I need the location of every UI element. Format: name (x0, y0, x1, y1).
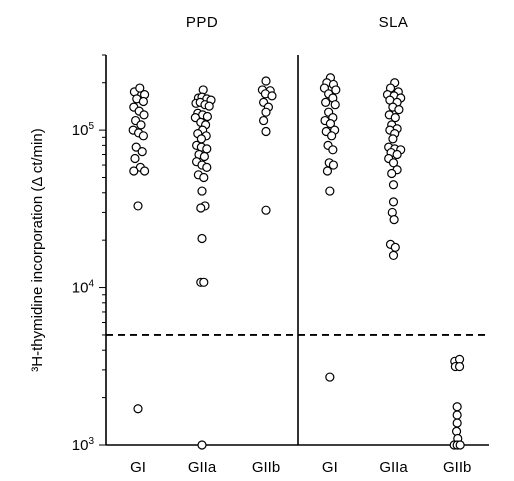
axes (105, 55, 489, 446)
data-point (390, 113, 400, 123)
data-point (196, 203, 206, 213)
data-point (327, 131, 337, 141)
data-point (138, 131, 148, 141)
category-label: GIIb (252, 459, 280, 476)
data-point (140, 166, 150, 176)
data-point (133, 404, 143, 414)
y-tick-label: 103 (72, 436, 95, 454)
y-tick-base: 10 (72, 437, 89, 454)
data-point (261, 107, 271, 117)
data-point (202, 111, 212, 122)
data-point (454, 361, 465, 372)
data-points (128, 73, 465, 450)
data-point (202, 162, 212, 172)
data-point (135, 83, 145, 93)
data-point (199, 151, 209, 162)
data-point (388, 180, 399, 190)
data-point (199, 172, 209, 183)
panel-title: SLA (379, 14, 409, 31)
data-point (139, 110, 149, 120)
data-point (387, 168, 397, 179)
data-point (325, 119, 336, 129)
y-tick-label: 104 (72, 279, 95, 297)
data-point (197, 233, 207, 244)
data-point (261, 205, 271, 215)
data-point (199, 277, 209, 287)
data-point (331, 85, 341, 95)
data-point (452, 402, 462, 412)
category-label: GIIb (443, 459, 471, 476)
data-point (130, 153, 140, 164)
y-tick-exponent: 3 (88, 436, 94, 447)
data-point (389, 215, 399, 225)
data-point (452, 410, 462, 420)
y-tick-base: 10 (72, 280, 89, 297)
data-point (328, 160, 339, 170)
panel-titles: PPD SLA (186, 14, 409, 31)
data-point (328, 145, 338, 155)
data-point (322, 166, 333, 176)
y-tick-exponent: 4 (88, 279, 94, 290)
y-tick-label: 105 (72, 121, 95, 139)
category-label: GI (130, 459, 146, 476)
data-point (455, 440, 465, 450)
category-labels: GI GIIa GIIb GI GIIa GIIb (130, 459, 471, 476)
data-point (388, 134, 398, 144)
data-point (261, 76, 271, 86)
data-point (261, 126, 271, 137)
data-point (131, 142, 141, 152)
data-point (388, 197, 399, 207)
data-point (259, 115, 269, 126)
data-point (129, 166, 139, 176)
category-label: GI (322, 459, 338, 476)
data-point (267, 91, 277, 101)
category-label: GIIa (188, 459, 217, 476)
data-point (204, 101, 214, 111)
y-axis-label: ³H-thymidine incorporation (Δ ct/min) (29, 128, 46, 371)
data-point (452, 418, 462, 428)
y-tick-base: 10 (72, 122, 89, 139)
data-point (197, 440, 207, 450)
data-point (390, 242, 400, 252)
data-point (138, 96, 148, 107)
data-point (392, 149, 402, 160)
data-point (197, 186, 207, 196)
data-point (202, 144, 212, 154)
data-point (388, 158, 399, 168)
data-point (133, 201, 143, 211)
data-point (330, 100, 340, 110)
data-point (137, 147, 147, 157)
category-label: GIIa (379, 459, 408, 476)
data-point (325, 372, 335, 382)
data-point (136, 120, 146, 130)
y-tick-exponent: 5 (88, 121, 94, 132)
data-point (388, 250, 399, 261)
data-point (321, 97, 331, 107)
panel-title: PPD (186, 14, 218, 31)
data-point (325, 186, 335, 196)
data-point (394, 104, 404, 115)
